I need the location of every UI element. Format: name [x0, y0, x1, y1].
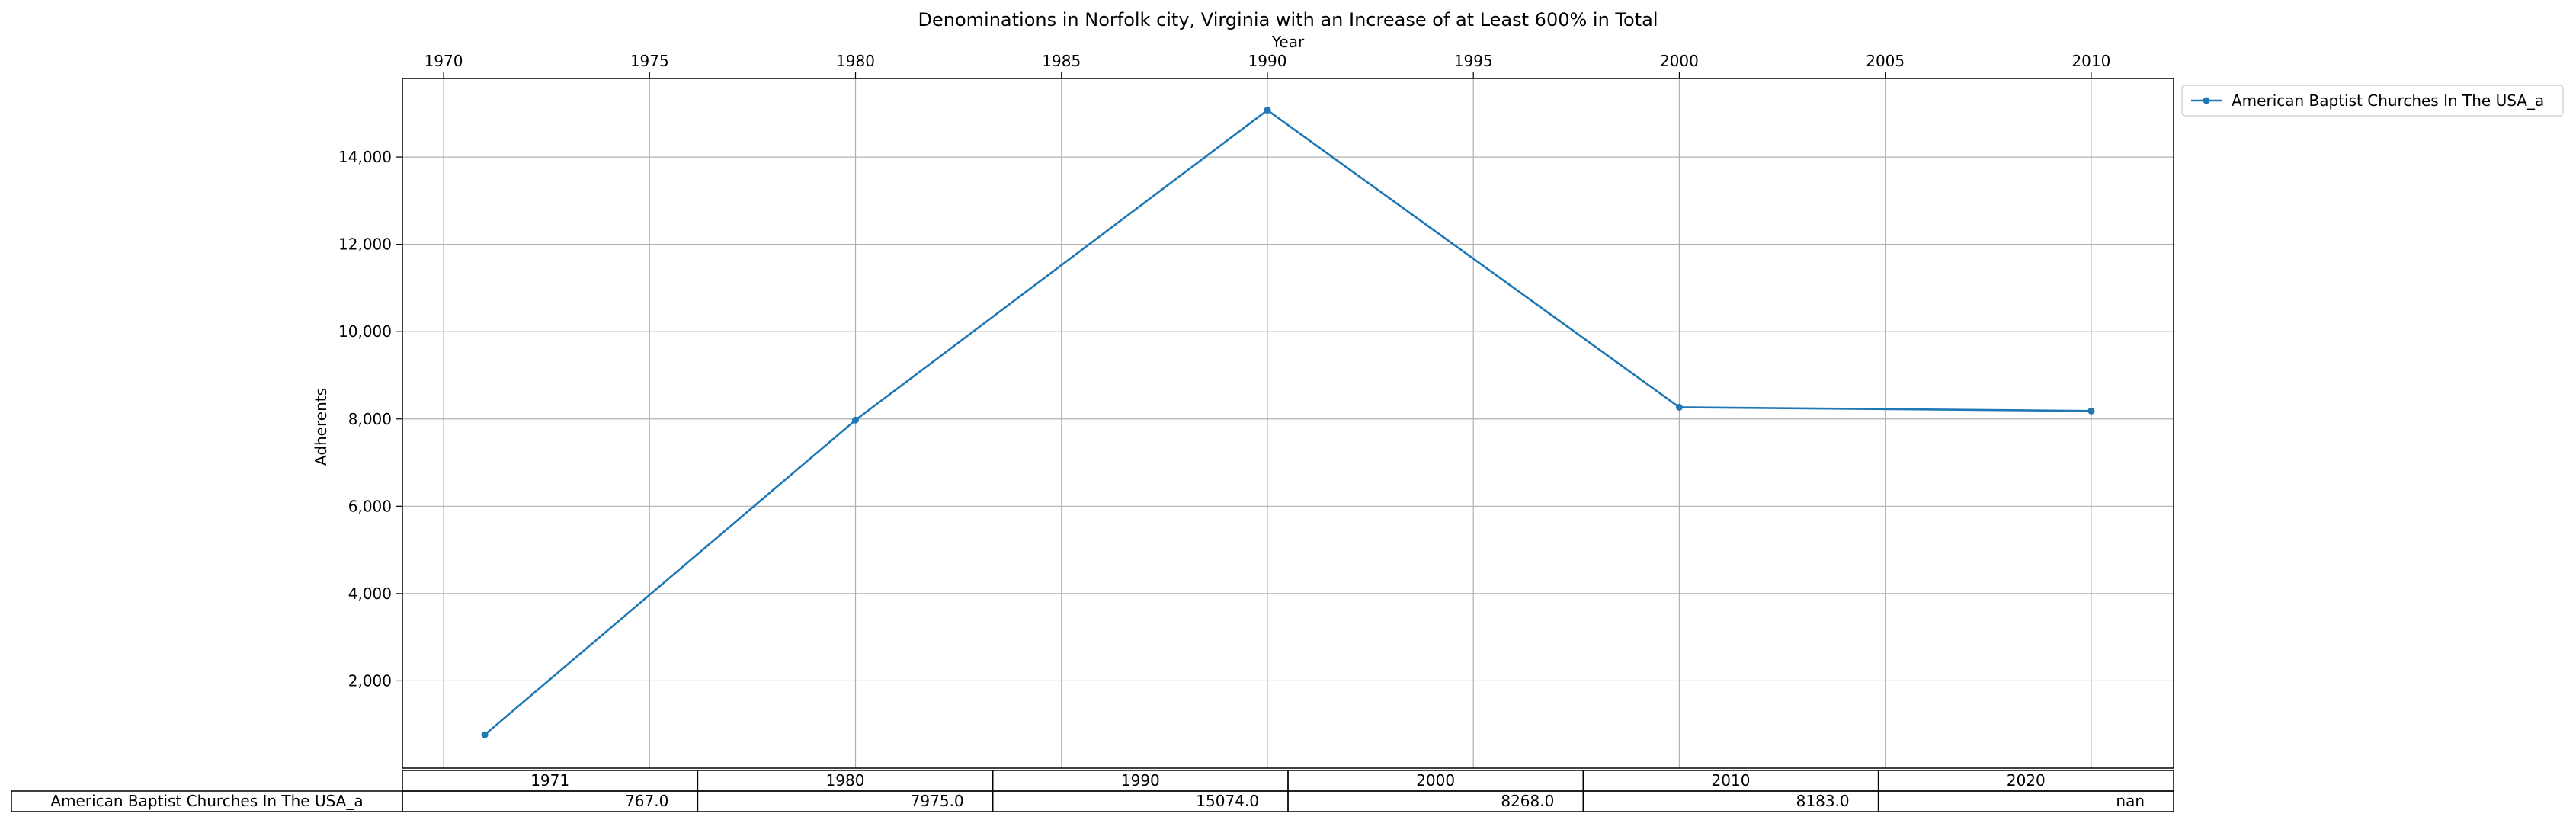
y-ticks: 2,000 4,000 6,000 8,000 10,000 12,000 14,000: [338, 148, 402, 690]
y-tick-label: 4,000: [348, 585, 392, 603]
series: [481, 107, 2095, 738]
data-point: [2087, 407, 2095, 415]
x-tick-label: 1995: [1454, 52, 1493, 70]
table-cell-value: 15074.0: [1196, 792, 1259, 810]
table-cell-value: nan: [2116, 792, 2145, 810]
y-tick-label: 14,000: [338, 148, 392, 166]
legend-label: American Baptist Churches In The USA_a: [2232, 91, 2544, 110]
y-tick-label: 12,000: [338, 235, 392, 254]
y-axis-label: Adherents: [312, 388, 330, 466]
x-tick-label: 1975: [630, 52, 669, 70]
x-tick-label: 1970: [425, 52, 463, 70]
x-tick-label: 1985: [1042, 52, 1081, 70]
grid: [402, 78, 2174, 768]
chart-title: Denominations in Norfolk city, Virginia …: [918, 9, 1658, 30]
x-tick-label: 2000: [1660, 52, 1699, 70]
table-column-header: 1971: [530, 771, 569, 790]
y-tick-label: 2,000: [348, 671, 392, 690]
y-tick-label: 6,000: [348, 497, 392, 515]
data-table: 1971 1980 1990 2000 2010 2020 American Baptist…: [11, 770, 2174, 812]
x-tick-label: 1980: [836, 52, 875, 70]
x-axis-label: Year: [1271, 33, 1305, 51]
legend-marker: [2203, 97, 2210, 104]
table-column-header: 1980: [826, 771, 865, 790]
y-tick-label: 8,000: [348, 410, 392, 428]
data-point: [1675, 403, 1683, 411]
data-point: [852, 416, 860, 424]
data-point: [481, 731, 489, 738]
plot-frame: [402, 78, 2174, 769]
x-ticks: 1970 1975 1980 1985 1990 1995 2000 2005 2010: [425, 52, 2110, 78]
x-tick-label: 2010: [2071, 52, 2110, 70]
table-cell-value: 8183.0: [1796, 792, 1850, 810]
legend-box: [2181, 85, 2564, 117]
data-point: [1264, 107, 1271, 114]
table-column-header: 2010: [1712, 771, 1751, 790]
legend: American Baptist Churches In The USA_a: [2181, 85, 2564, 117]
table-column-header: 2020: [2007, 771, 2046, 790]
x-tick-label: 1990: [1248, 52, 1287, 70]
x-tick-label: 2005: [1866, 52, 1905, 70]
table-cell-value: 7975.0: [911, 792, 964, 810]
table-cell-value: 767.0: [625, 792, 668, 810]
table-cell-value: 8268.0: [1501, 792, 1554, 810]
table-row-label: American Baptist Churches In The USA_a: [50, 792, 363, 810]
y-tick-label: 10,000: [338, 322, 392, 341]
table-cell: [1877, 790, 2174, 812]
table-column-header: 2000: [1416, 771, 1455, 790]
table-column-header: 1990: [1121, 771, 1160, 790]
series-line: [484, 108, 2091, 736]
